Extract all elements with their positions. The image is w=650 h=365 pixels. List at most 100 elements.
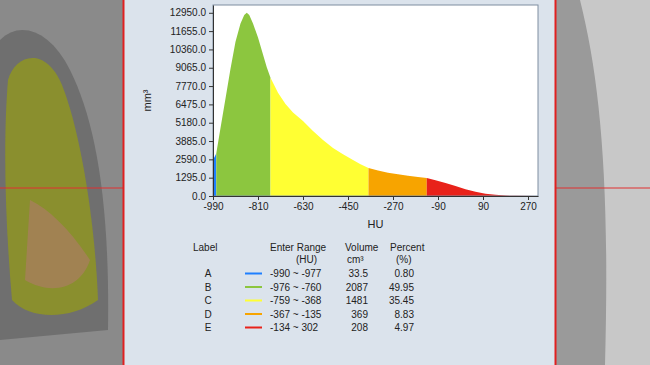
table-volume: 33.5 xyxy=(349,268,369,279)
plot-frame xyxy=(213,5,538,196)
table-label: A xyxy=(205,268,212,279)
table-header-unit: cm³ xyxy=(347,254,364,265)
plot-marks xyxy=(213,13,536,196)
table-percent: 4.97 xyxy=(395,322,415,333)
left-image-panel xyxy=(0,0,124,365)
y-tick-label: 9065.0 xyxy=(175,62,206,73)
x-tick-label: -90 xyxy=(431,201,446,212)
y-tick-label: 0.0 xyxy=(192,191,206,202)
table-range: -990 ~ -977 xyxy=(270,268,322,279)
x-tick-label: -990 xyxy=(203,201,223,212)
table-volume: 208 xyxy=(351,322,368,333)
table-label: C xyxy=(204,295,211,306)
x-axis-line xyxy=(214,196,539,197)
x-tick-mark xyxy=(258,196,259,200)
y-tick: 0.0 xyxy=(192,191,213,202)
y-tick-mark xyxy=(209,123,213,124)
table-range: -367 ~ -135 xyxy=(270,309,322,320)
table-range: -976 ~ -760 xyxy=(270,282,322,293)
x-tick-label: -270 xyxy=(383,201,403,212)
x-tick-mark xyxy=(303,196,304,200)
table-percent: 49.95 xyxy=(389,282,414,293)
table-header: Volume xyxy=(345,242,379,253)
y-tick: 6475.0 xyxy=(175,99,213,110)
x-tick: 270 xyxy=(520,196,537,212)
x-tick-label: -630 xyxy=(293,201,313,212)
left-image-lung xyxy=(5,58,98,315)
x-tick: -450 xyxy=(338,196,358,212)
screen: -990 -810 -630 -450 -270 -90 90 270 0.0 1295.0 259… xyxy=(0,0,650,365)
table-range: -759 ~ -368 xyxy=(270,295,322,306)
x-tick-label: 270 xyxy=(520,201,537,212)
table-header-unit: (HU) xyxy=(296,254,317,265)
histogram-area xyxy=(369,168,427,196)
table-swatch xyxy=(245,273,262,275)
x-tick-mark xyxy=(348,196,349,200)
panel-border-left xyxy=(123,0,125,365)
y-tick: 5180.0 xyxy=(175,117,213,128)
right-image-crosshair xyxy=(556,188,650,189)
table-percent: 0.80 xyxy=(395,268,415,279)
y-tick-mark xyxy=(209,141,213,142)
y-axis-title: mm³ xyxy=(141,89,153,111)
y-tick-mark xyxy=(209,178,213,179)
x-tick: 90 xyxy=(478,196,490,212)
x-tick-label: -450 xyxy=(338,201,358,212)
y-tick-label: 10360.0 xyxy=(170,44,207,55)
y-tick: 9065.0 xyxy=(175,62,213,73)
y-axis: 0.0 1295.0 2590.0 3885.0 5180.0 6475.0 7770.0 9… xyxy=(170,6,214,202)
table-range: -134 ~ 302 xyxy=(270,322,319,333)
y-tick-label: 7770.0 xyxy=(175,81,206,92)
x-tick: -90 xyxy=(431,196,446,212)
y-tick: 3885.0 xyxy=(175,136,213,147)
table-header-unit: (%) xyxy=(396,254,412,265)
y-tick: 11655.0 xyxy=(171,26,213,37)
plot-background xyxy=(213,5,538,196)
y-tick-mark xyxy=(209,49,213,50)
y-tick: 1295.0 xyxy=(175,172,213,183)
left-image-body xyxy=(0,30,108,340)
table-percent: 35.45 xyxy=(389,295,414,306)
histogram-area xyxy=(216,13,270,196)
histogram-area xyxy=(271,78,369,196)
table-volume: 369 xyxy=(351,309,368,320)
right-image-panel xyxy=(556,0,650,365)
x-tick-mark xyxy=(438,196,439,200)
y-tick-mark xyxy=(209,68,213,69)
x-tick: -810 xyxy=(248,196,268,212)
table-header: Label xyxy=(193,242,217,253)
y-axis-line xyxy=(213,6,214,197)
x-tick-mark xyxy=(393,196,394,200)
y-tick: 12950.0 xyxy=(170,7,213,18)
y-tick-label: 11655.0 xyxy=(171,26,207,37)
table-swatch xyxy=(245,300,262,302)
left-image-region xyxy=(25,200,90,288)
y-tick-label: 6475.0 xyxy=(175,99,206,110)
y-tick-label: 2590.0 xyxy=(175,154,206,165)
y-tick-mark xyxy=(209,104,213,105)
x-axis-title: HU xyxy=(368,218,384,230)
y-tick-mark xyxy=(209,86,213,87)
table-label: B xyxy=(205,282,212,293)
panel-border-right xyxy=(555,0,557,365)
x-tick-mark xyxy=(483,196,484,200)
y-tick-label: 12950.0 xyxy=(170,7,207,18)
table-label: E xyxy=(205,322,212,333)
y-tick-mark xyxy=(209,13,213,14)
legend-table: LabelEnter Range(HU)Volumecm³Percent(%)A… xyxy=(193,242,425,333)
x-tick-label: 90 xyxy=(478,201,490,212)
table-header: Percent xyxy=(390,242,425,253)
x-tick-label: -810 xyxy=(248,201,268,212)
x-tick: -630 xyxy=(293,196,313,212)
y-tick-label: 1295.0 xyxy=(175,172,206,183)
x-axis: -990 -810 -630 -450 -270 -90 90 270 xyxy=(203,196,538,212)
x-tick: -990 xyxy=(203,196,223,212)
table-percent: 8.83 xyxy=(395,309,415,320)
y-tick-label: 5180.0 xyxy=(175,117,206,128)
x-tick: -270 xyxy=(383,196,403,212)
x-tick-mark xyxy=(528,196,529,200)
y-tick: 10360.0 xyxy=(170,44,213,55)
y-tick-mark xyxy=(209,159,213,160)
chart-panel xyxy=(124,0,556,365)
y-tick-mark xyxy=(209,31,213,32)
